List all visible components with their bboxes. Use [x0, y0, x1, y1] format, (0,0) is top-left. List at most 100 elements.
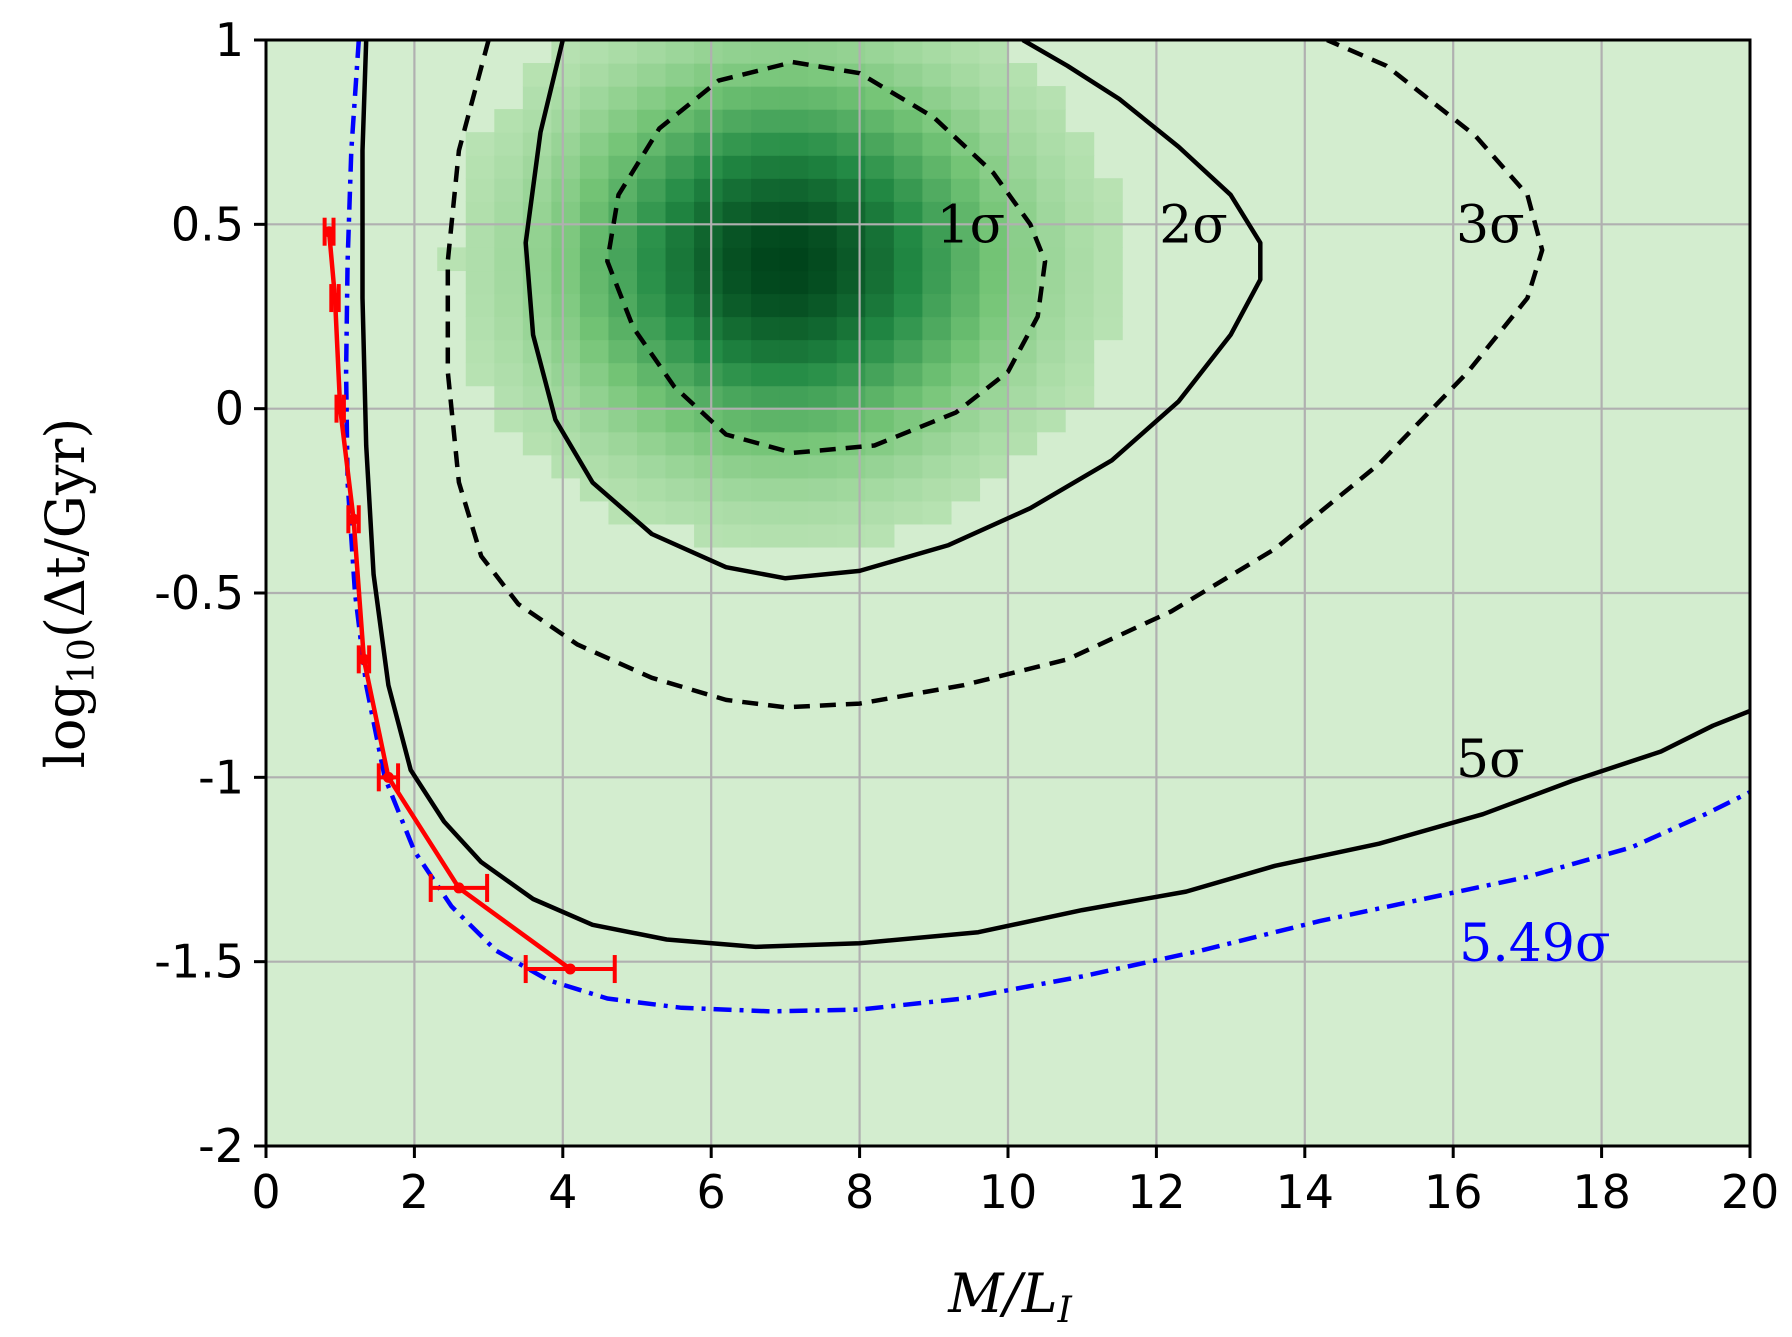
heatmap-cell — [694, 224, 724, 248]
heatmap-cell — [722, 201, 752, 225]
contour-line — [445, 40, 1545, 710]
heatmap-cell — [494, 109, 524, 133]
heatmap-cell — [579, 63, 610, 87]
heatmap-cell — [1093, 224, 1123, 248]
heatmap-cell — [1093, 316, 1123, 341]
heatmap-cell — [808, 385, 838, 410]
heatmap-cell — [808, 247, 838, 272]
heatmap-cell — [979, 224, 1009, 248]
heatmap-cell — [922, 477, 952, 502]
heatmap-cell — [808, 224, 838, 248]
heatmap-cell — [1008, 109, 1038, 133]
heatmap-cell — [1093, 270, 1123, 295]
heatmap-cell — [1093, 247, 1123, 272]
heatmap-cell — [579, 247, 610, 272]
axis-ticks: 0 2 4 6 8 10 12 14 16 18 20 -2 -1.5 -1 -0.5 0 0.5 1 — [154, 13, 1779, 1219]
heatmap-cell — [836, 500, 866, 525]
heatmap-cell — [893, 316, 923, 341]
heatmap-cell — [950, 155, 981, 179]
heatmap-cell — [836, 339, 866, 364]
heatmap-cell — [579, 270, 610, 295]
heatmap-cell — [637, 408, 667, 433]
heatmap-cell — [608, 431, 638, 456]
heatmap-cell — [893, 224, 923, 248]
heatmap-cell — [1008, 63, 1038, 87]
heatmap-cell — [922, 132, 952, 156]
heatmap-cell — [836, 132, 866, 156]
heatmap-cell — [751, 132, 781, 156]
heatmap-cell — [522, 109, 552, 133]
heatmap-cell — [637, 270, 667, 295]
heatmap-cell — [1093, 178, 1123, 202]
heatmap-cell — [922, 270, 952, 295]
heatmap-cell — [893, 86, 923, 110]
heatmap-cell — [893, 500, 923, 525]
heatmap-cell — [1065, 247, 1095, 272]
heatmap-cell — [608, 500, 638, 525]
data-point — [334, 403, 346, 415]
heatmap-cell — [608, 477, 638, 502]
heatmap-cell — [808, 477, 838, 502]
heatmap-cell — [836, 109, 866, 133]
x-tick-label: 6 — [697, 1165, 726, 1219]
y-tick-label: -0.5 — [154, 566, 244, 620]
heatmap-cell — [779, 293, 809, 318]
heatmap-cell — [722, 362, 752, 387]
heatmap-cell — [551, 63, 581, 87]
heatmap-cell — [1036, 362, 1066, 387]
heatmap-cell — [465, 224, 495, 248]
heatmap-cell — [836, 178, 866, 202]
heatmap-cell — [1008, 339, 1038, 364]
heatmap-cell — [779, 385, 809, 410]
heatmap-cell — [637, 63, 667, 87]
heatmap-cell — [1036, 224, 1066, 248]
heatmap-cell — [808, 523, 838, 548]
heatmap-cell — [665, 385, 695, 410]
heatmap-cell — [694, 477, 724, 502]
heatmap-cell — [922, 201, 952, 225]
heatmap-cell — [979, 293, 1009, 318]
heatmap-cell — [865, 155, 895, 179]
heatmap-cell — [950, 316, 981, 341]
heatmap-cell — [808, 362, 838, 387]
heatmap-cell — [722, 86, 752, 110]
heatmap-cell — [836, 201, 866, 225]
heatmap-cell — [751, 454, 781, 479]
heatmap-cell — [1036, 316, 1066, 341]
heatmap-cell — [950, 431, 981, 456]
heatmap-cell — [979, 155, 1009, 179]
heatmap-cell — [922, 178, 952, 202]
heatmap-cell — [694, 362, 724, 387]
heatmap-cell — [865, 132, 895, 156]
heatmap-cell — [779, 431, 809, 456]
heatmap-cell — [1008, 86, 1038, 110]
heatmap-cell — [637, 224, 667, 248]
heatmap-cell — [979, 86, 1009, 110]
heatmap-cell — [836, 454, 866, 479]
heatmap-cell — [979, 408, 1009, 433]
heatmap-cell — [551, 385, 581, 410]
heatmap-cell — [579, 109, 610, 133]
heatmap-cell — [665, 500, 695, 525]
heatmap-cell — [950, 40, 981, 64]
heatmap-cell — [665, 224, 695, 248]
x-axis-title-main: M/L — [947, 1262, 1057, 1325]
heatmap-cell — [836, 63, 866, 87]
heatmap-cell — [808, 454, 838, 479]
heatmap-cell — [950, 293, 981, 318]
heatmap-cell — [751, 155, 781, 179]
heatmap-cell — [722, 477, 752, 502]
heatmap-cell — [608, 247, 638, 272]
heatmap-cell — [551, 270, 581, 295]
heatmap-cell — [1008, 224, 1038, 248]
heatmap-cell — [808, 155, 838, 179]
heatmap-cell — [579, 132, 610, 156]
data-point — [564, 963, 576, 975]
heatmap-cell — [608, 454, 638, 479]
heatmap-cell — [694, 40, 724, 64]
heatmap-cell — [665, 109, 695, 133]
heatmap-cell — [779, 40, 809, 64]
heatmap-cell — [465, 178, 495, 202]
heatmap-cell — [637, 155, 667, 179]
